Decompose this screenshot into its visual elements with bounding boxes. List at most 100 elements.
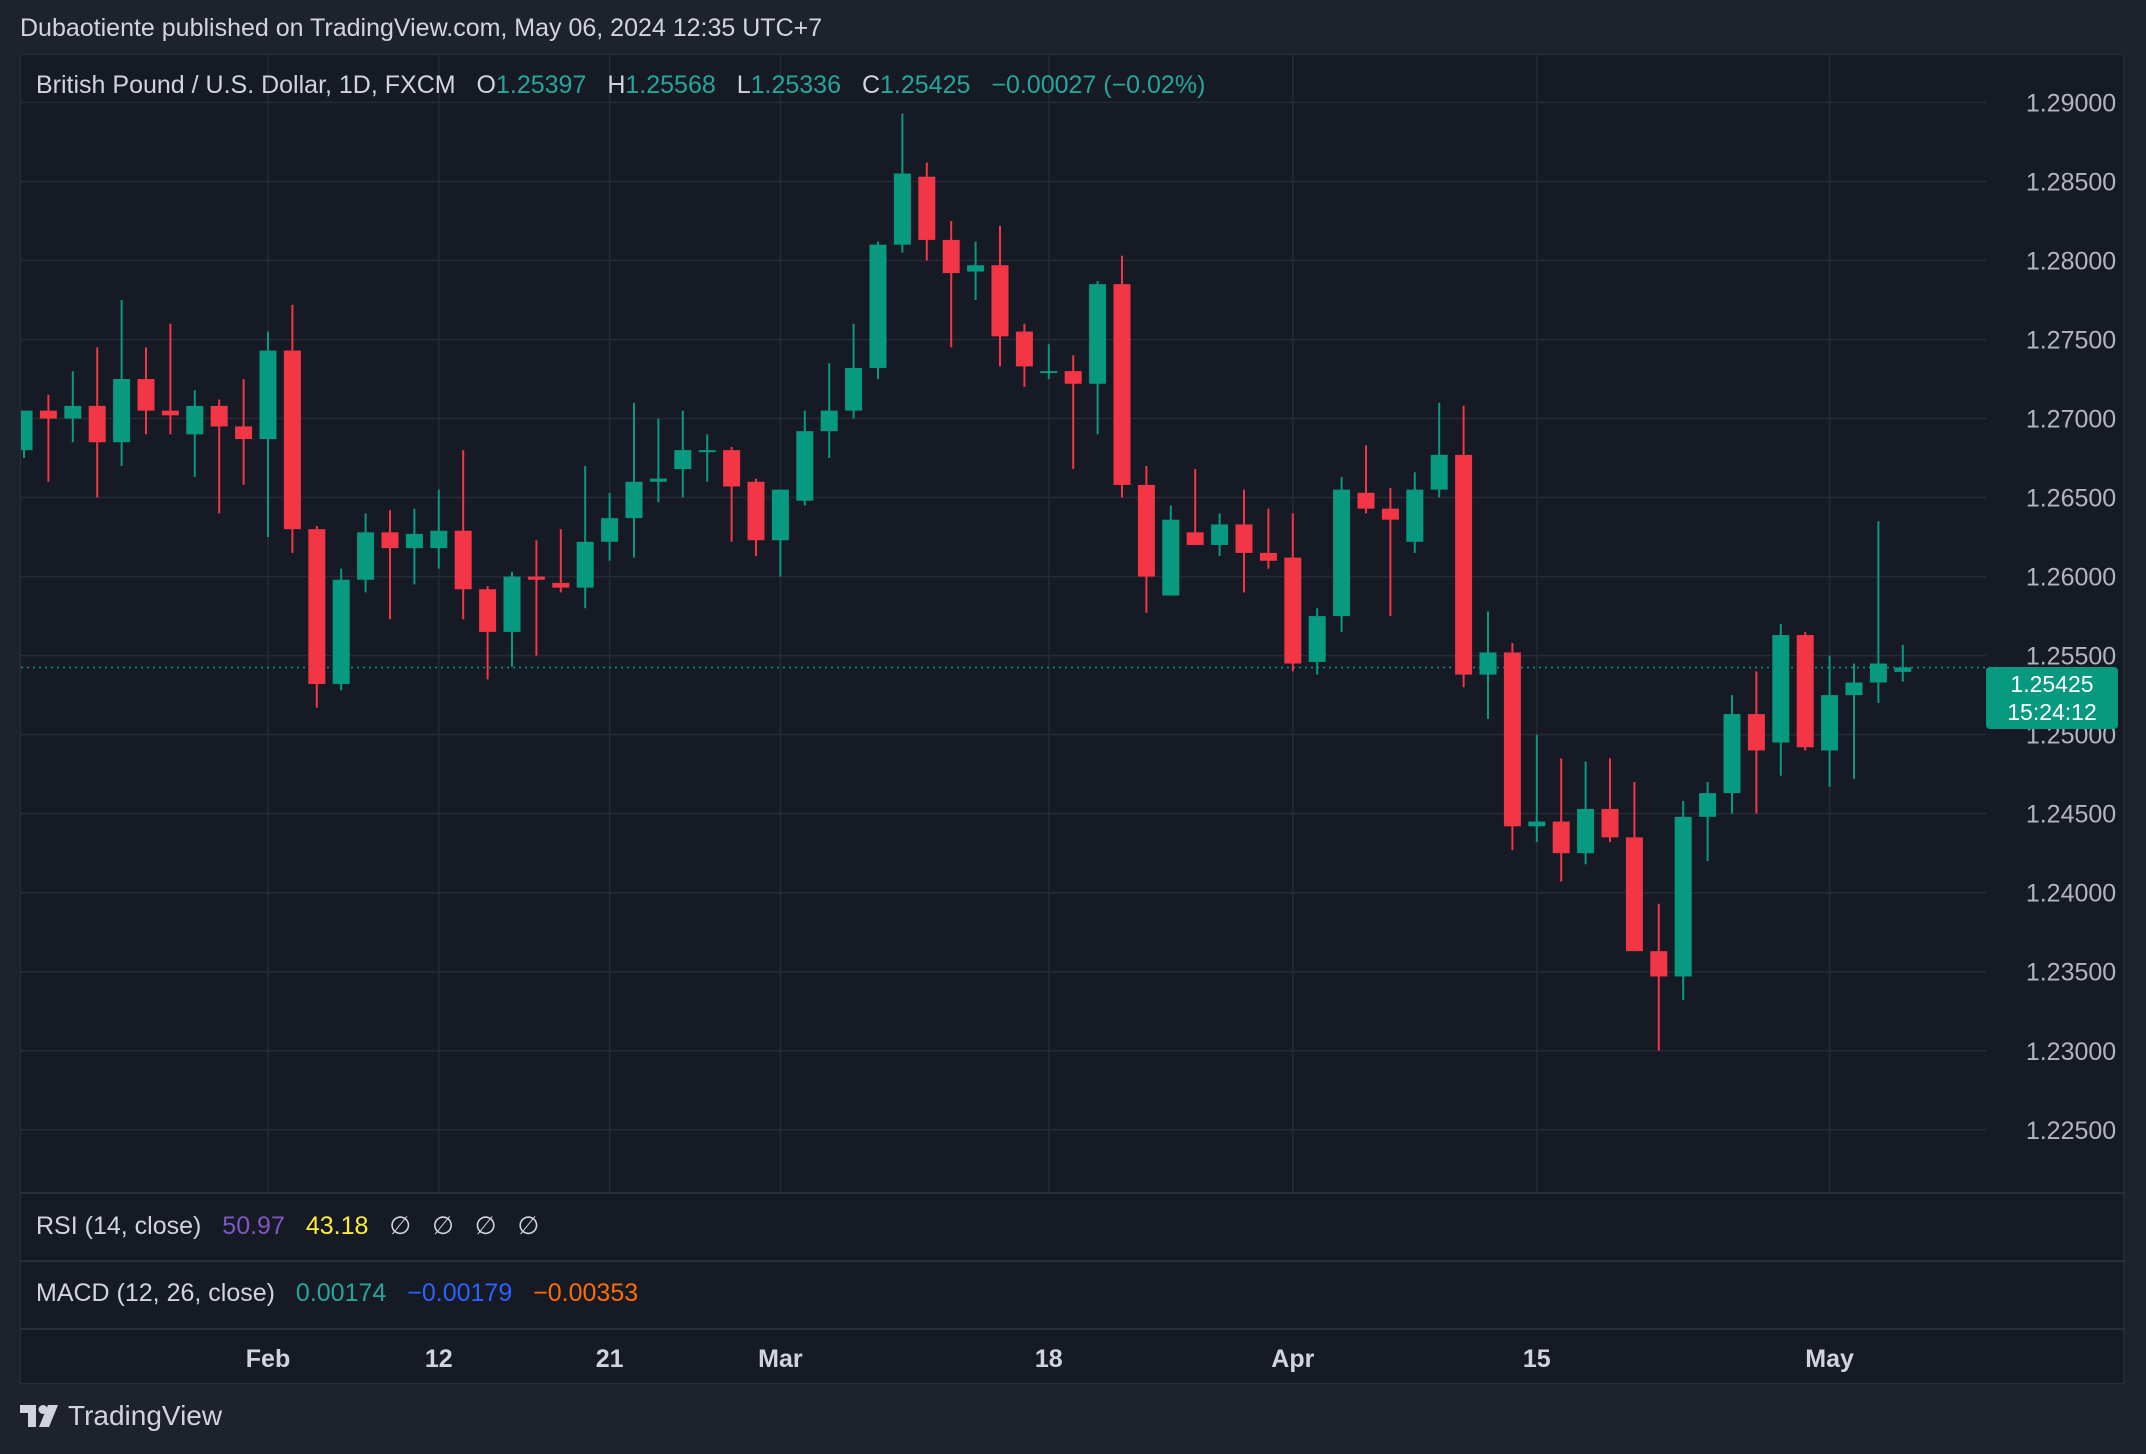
candle-body — [283, 350, 301, 530]
chart-frame[interactable]: 1.29000 1.28500 1.28000 1.27500 1.27000 1.265… — [20, 54, 2125, 1385]
rsi-legend: RSI (14, close) 50.97 43.18 ∅ ∅ ∅ ∅ — [36, 1211, 539, 1241]
candle-body — [1308, 616, 1326, 662]
candle-body — [64, 405, 82, 419]
y-tick-label: 1.29000 — [2026, 89, 2116, 117]
candle-body — [21, 410, 33, 451]
macd-value-1: 0.00174 — [295, 1279, 387, 1307]
candle-body — [723, 450, 741, 487]
y-tick-label: 1.23500 — [2026, 959, 2116, 987]
y-tick-label: 1.28000 — [2026, 247, 2116, 275]
rsi-value-2: 43.18 — [305, 1212, 369, 1240]
candle-body — [259, 350, 277, 440]
candle-body — [1015, 331, 1033, 367]
candle-body — [625, 481, 643, 519]
macd-value-2: −0.00179 — [407, 1279, 513, 1307]
candle-body — [332, 579, 350, 685]
rsi-value-1: 50.97 — [222, 1212, 285, 1240]
candle-body — [967, 265, 985, 272]
candle-body — [88, 405, 106, 443]
candle-body — [1357, 492, 1375, 509]
candle-body — [1528, 821, 1546, 827]
candle-body — [1430, 454, 1448, 490]
candle-body — [845, 367, 863, 411]
candle-body — [1333, 489, 1351, 617]
candle-body — [1064, 371, 1082, 384]
low-label: L — [736, 71, 751, 99]
candle-body — [869, 244, 887, 368]
candle-body — [1772, 635, 1790, 743]
candle-body — [1796, 635, 1814, 748]
candle-body — [1723, 714, 1741, 794]
brand-name: TradingView — [68, 1400, 223, 1431]
y-tick-label: 1.23000 — [2026, 1038, 2116, 1066]
candle-body — [1479, 652, 1497, 675]
y-tick-label: 1.24500 — [2026, 801, 2116, 829]
close-label: C — [861, 71, 881, 99]
candle-body — [649, 478, 667, 482]
candle-body — [1211, 524, 1229, 545]
rsi-label: RSI (14, close) — [36, 1212, 202, 1240]
candle-body — [1650, 951, 1668, 977]
y-tick-label: 1.28500 — [2026, 168, 2116, 196]
close-value: 1.25425 — [880, 71, 971, 99]
x-tick-label: 21 — [596, 1345, 624, 1373]
rsi-value-3: ∅ — [389, 1212, 412, 1240]
macd-value-3: −0.00353 — [533, 1279, 639, 1307]
candle-body — [1674, 816, 1692, 977]
candle-body — [405, 533, 423, 549]
candle-body — [1821, 695, 1839, 751]
x-tick-label: May — [1805, 1345, 1854, 1373]
open-value: 1.25397 — [496, 71, 587, 99]
rsi-value-6: ∅ — [517, 1212, 540, 1240]
y-tick-label: 1.26500 — [2026, 485, 2116, 513]
candle-body — [39, 410, 57, 419]
x-tick-label: Apr — [1271, 1345, 1314, 1373]
candle-body — [698, 450, 716, 453]
y-tick-label: 1.26000 — [2026, 564, 2116, 592]
candle-body — [1455, 454, 1473, 675]
x-tick-label: Mar — [758, 1345, 803, 1373]
candle-body — [1601, 808, 1619, 838]
y-tick-label: 1.27000 — [2026, 406, 2116, 434]
y-tick-label: 1.25500 — [2026, 643, 2116, 671]
candle-body — [1089, 284, 1107, 384]
candle-body — [1747, 714, 1765, 751]
candle-body — [893, 173, 911, 245]
y-tick-label: 1.24000 — [2026, 880, 2116, 908]
candle-body — [771, 489, 789, 541]
candle-body — [113, 379, 131, 443]
footer-brand[interactable]: TradingView — [20, 1400, 222, 1432]
candle-body — [1894, 667, 1912, 672]
candle-body — [210, 405, 228, 427]
candle-body — [1577, 808, 1595, 854]
x-tick-label: Feb — [246, 1345, 290, 1373]
candle-body — [527, 576, 545, 580]
candle-body — [1625, 837, 1643, 952]
candle-body — [479, 589, 497, 632]
candle-body — [991, 265, 1009, 337]
high-label: H — [607, 71, 626, 99]
candle-body — [1699, 793, 1717, 817]
candle-body — [1113, 284, 1131, 485]
candlestick-chart[interactable]: 1.29000 1.28500 1.28000 1.27500 1.27000 1.265… — [21, 55, 2125, 1385]
rsi-value-5: ∅ — [474, 1212, 497, 1240]
low-value: 1.25336 — [750, 71, 841, 99]
candle-body — [576, 541, 594, 588]
publish-info: Dubaotiente published on TradingView.com… — [20, 14, 823, 42]
candle-body — [1259, 552, 1277, 561]
candle-body — [357, 532, 375, 580]
rsi-value-4: ∅ — [432, 1212, 454, 1240]
candle-body — [1869, 663, 1887, 683]
candle-body — [796, 431, 814, 501]
bar-countdown: 15:24:12 — [2007, 699, 2097, 725]
candle-body — [235, 426, 253, 440]
x-tick-label: 18 — [1035, 1345, 1063, 1373]
candle-body — [1406, 489, 1424, 542]
high-value: 1.25568 — [625, 71, 716, 99]
symbol-name: British Pound / U.S. Dollar, 1D, FXCM — [36, 71, 456, 99]
y-tick-label: 1.22500 — [2026, 1117, 2116, 1145]
candle-body — [820, 410, 838, 432]
macd-legend: MACD (12, 26, close) 0.00174 −0.00179 −0… — [36, 1279, 638, 1308]
candle-body — [747, 481, 765, 541]
candle-body — [308, 529, 326, 685]
